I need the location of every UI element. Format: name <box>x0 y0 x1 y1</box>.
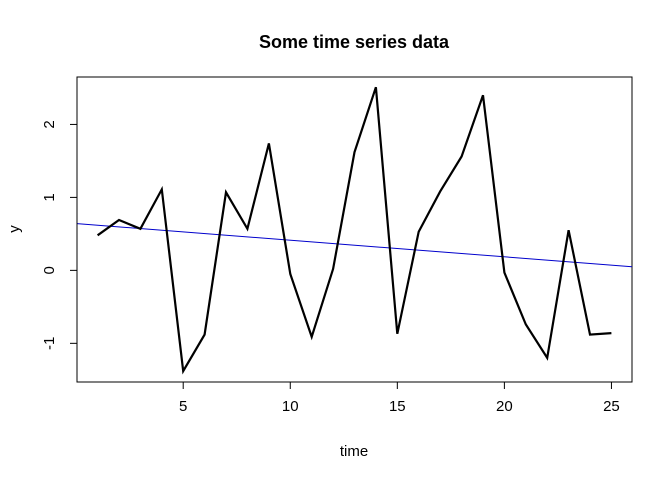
chart-title: Some time series data <box>259 32 450 52</box>
series-layer <box>96 86 612 375</box>
trend-line-layer <box>76 223 633 268</box>
plot-frame <box>76 76 633 383</box>
y-tick-label: 2 <box>41 120 58 128</box>
y-axis: -1 0 1 2 <box>41 120 78 350</box>
x-tick-label: 20 <box>496 398 513 415</box>
y-tick-label: 0 <box>41 266 58 274</box>
x-axis-label: time <box>340 443 368 460</box>
y-tick-label: -1 <box>41 337 58 350</box>
x-tick-label: 25 <box>603 398 620 415</box>
y-axis-label: y <box>6 225 23 233</box>
x-tick-label: 10 <box>282 398 299 415</box>
trend-line <box>76 223 633 268</box>
x-tick-label: 15 <box>389 398 406 415</box>
x-axis: 5 10 15 20 25 <box>179 381 620 415</box>
x-tick-label: 5 <box>179 398 187 415</box>
y-tick-label: 1 <box>41 193 58 201</box>
series-line-1 <box>96 86 612 375</box>
